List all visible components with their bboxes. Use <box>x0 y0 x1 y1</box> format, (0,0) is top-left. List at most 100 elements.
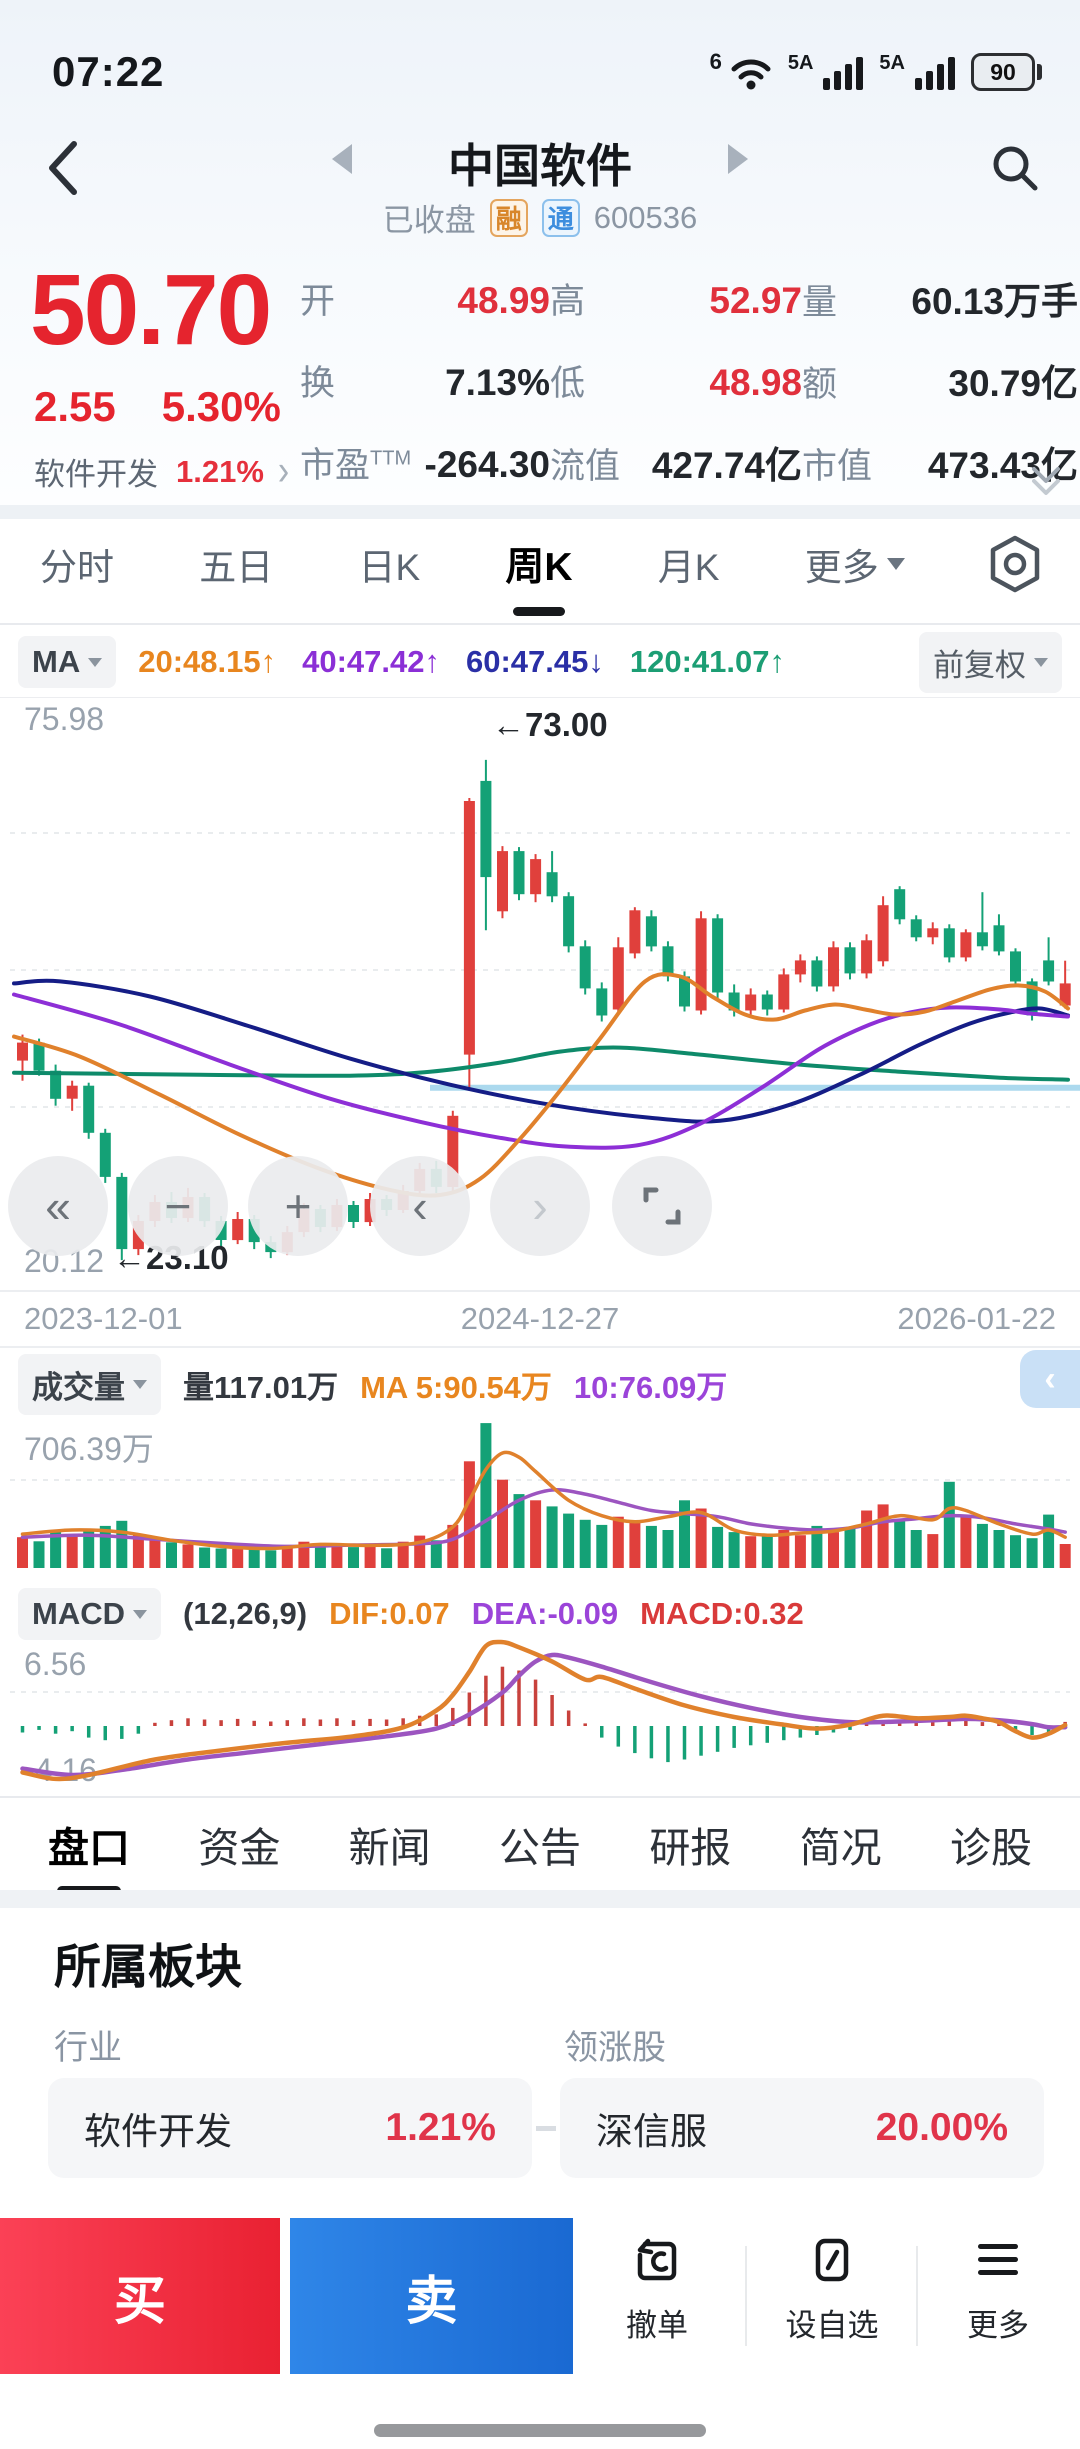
card-divider <box>536 2126 556 2131</box>
signal-bars-icon-2 <box>913 52 957 92</box>
tab-profile[interactable]: 简况 <box>799 1825 882 1871</box>
macd-axis-max: 6.56 <box>24 1646 87 1682</box>
price-change-pct: 5.30% <box>161 383 281 430</box>
tab-5day[interactable]: 五日 <box>199 547 274 588</box>
price-axis-max: 75.98 <box>24 701 105 737</box>
price-change: 2.55 <box>34 383 116 430</box>
sector-change-pct: 1.21% <box>176 453 264 489</box>
tab-order-book[interactable]: 盘口 <box>46 1804 132 1896</box>
market-status: 已收盘 <box>382 203 476 238</box>
volume-header: 成交量 量117.01万 MA 5:90.54万 10:76.09万 <box>0 1352 1080 1416</box>
sell-button[interactable]: 卖 <box>290 2218 573 2374</box>
stock-title: 中国软件 <box>448 140 632 192</box>
tab-more[interactable]: 更多 <box>799 519 911 609</box>
scroll-right-button[interactable]: › <box>490 1156 590 1256</box>
back-button[interactable] <box>28 128 98 208</box>
tab-news[interactable]: 新闻 <box>348 1825 431 1871</box>
macd-header: MACD (12,26,9) DIF:0.07 DEA:-0.09 MACD:0… <box>0 1584 1080 1644</box>
top-zone <box>0 0 1080 505</box>
home-indicator[interactable] <box>374 2424 706 2437</box>
cancel-order-icon <box>637 2238 677 2281</box>
caret-down-icon <box>886 558 905 570</box>
candlestick-chart[interactable]: 75.98 ←73.00 20.12 ←23.10 « − + ‹ › <box>0 698 1080 1290</box>
ma-selector-chip[interactable]: MA <box>18 636 117 688</box>
dea-value: DEA:-0.09 <box>471 1596 619 1631</box>
collapse-panel-button[interactable]: ‹ <box>1020 1350 1080 1408</box>
macd-value: MACD:0.32 <box>640 1596 804 1631</box>
chart-settings-icon[interactable] <box>984 533 1046 595</box>
macd-chart[interactable] <box>0 1634 1080 1794</box>
tab-monthly-k[interactable]: 月K <box>657 547 720 588</box>
cancel-order-button[interactable]: 撤单 <box>582 2234 732 2345</box>
period-tab-bar: 分时 五日 日K 周K 月K 更多 <box>0 505 1080 625</box>
open-value: 48.99 <box>457 279 550 321</box>
tab-weekly-k[interactable]: 周K <box>499 518 578 616</box>
connect-badge: 通 <box>541 198 580 237</box>
industry-column-label: 行业 <box>54 2029 122 2067</box>
tab-daily-k[interactable]: 日K <box>358 547 421 588</box>
market-cap-value: 473.43亿 <box>927 445 1078 486</box>
tab-research[interactable]: 研报 <box>649 1825 732 1871</box>
buy-button[interactable]: 买 <box>0 2218 280 2374</box>
wifi-icon <box>728 52 774 92</box>
fullscreen-button[interactable] <box>612 1156 712 1256</box>
scroll-left-button[interactable]: ‹ <box>370 1156 470 1256</box>
peak-annotation: ←73.00 <box>492 706 608 743</box>
volume-ma5: MA 5:90.54万 <box>360 1369 552 1405</box>
add-watchlist-button[interactable]: 设自选 <box>757 2234 907 2345</box>
amount-value: 30.79亿 <box>948 363 1078 404</box>
zoom-out-button[interactable]: − <box>128 1156 228 1256</box>
more-actions-button[interactable]: 更多 <box>923 2234 1073 2345</box>
dif-value: DIF:0.07 <box>329 1596 450 1631</box>
tab-diagnosis[interactable]: 诊股 <box>949 1825 1032 1871</box>
leader-column-label: 领涨股 <box>564 2029 666 2067</box>
sector-link[interactable]: 软件开发 1.21% › <box>34 447 289 495</box>
leader-change: 20.00% <box>875 2106 1008 2149</box>
search-icon[interactable] <box>976 126 1054 210</box>
float-cap-value: 427.74亿 <box>651 445 802 486</box>
macd-indicator-chip[interactable]: MACD <box>18 1588 161 1640</box>
status-bar: 07:22 6 5A 5A <box>0 0 1080 100</box>
tab-minute[interactable]: 分时 <box>40 547 114 588</box>
battery-icon: 90 <box>971 53 1042 91</box>
trade-action-bar: 买 卖 撤单 设自选 更多 <box>0 2196 1080 2449</box>
last-price: 50.70 <box>30 254 272 366</box>
edit-watchlist-icon <box>815 2238 849 2282</box>
board-title: 所属板块 <box>54 1940 242 1993</box>
zoom-in-button[interactable]: + <box>248 1156 348 1256</box>
volume-indicator-chip[interactable]: 成交量 <box>18 1353 161 1415</box>
volume-axis-max: 706.39万 <box>24 1431 154 1467</box>
adjust-mode-chip[interactable]: 前复权 <box>919 631 1062 693</box>
sector-name: 软件开发 <box>34 457 158 492</box>
ma20-value: 20:48.15↑ <box>138 644 277 679</box>
volume-value: 60.13万手 <box>911 281 1078 322</box>
leader-card[interactable]: 深信服 20.00% <box>560 2078 1044 2178</box>
volume-current: 量117.01万 <box>183 1369 339 1405</box>
quote-panel: 50.70 2.55 5.30% 软件开发 1.21% › 开 48.99 高 52… <box>0 245 1080 505</box>
stock-code: 600536 <box>593 199 698 235</box>
caret-down-icon <box>133 1379 147 1389</box>
date-axis: 2023-12-01 2024-12-27 2026-01-22 <box>0 1290 1080 1348</box>
industry-name: 软件开发 <box>84 2111 232 2152</box>
high-value: 52.97 <box>709 279 802 321</box>
volume-chart[interactable] <box>0 1416 1080 1576</box>
caret-down-icon <box>133 1609 147 1619</box>
battery-level: 90 <box>971 53 1035 91</box>
quote-grid: 开 48.99 高 52.97 量 60.13万手 换 7.13% 低 48.98 额 30… <box>300 257 1078 503</box>
prev-stock-arrow-icon[interactable] <box>332 144 352 174</box>
next-stock-arrow-icon[interactable] <box>728 144 748 174</box>
pe-value: -264.30 <box>424 443 551 485</box>
industry-card[interactable]: 软件开发 1.21% <box>48 2078 532 2178</box>
date-right: 2026-01-22 <box>897 1301 1056 1336</box>
expand-quote-icon[interactable] <box>1026 463 1066 497</box>
ma120-value: 120:41.07↑ <box>629 644 786 679</box>
tab-funds[interactable]: 资金 <box>198 1825 281 1871</box>
caret-down-icon <box>88 657 103 667</box>
leader-name: 深信服 <box>596 2111 707 2152</box>
macd-params: (12,26,9) <box>183 1596 308 1631</box>
turnover-rate-value: 7.13% <box>445 361 550 403</box>
tab-announcements[interactable]: 公告 <box>498 1825 581 1871</box>
scroll-left-fast-button[interactable]: « <box>8 1156 108 1256</box>
clock: 07:22 <box>52 48 165 95</box>
